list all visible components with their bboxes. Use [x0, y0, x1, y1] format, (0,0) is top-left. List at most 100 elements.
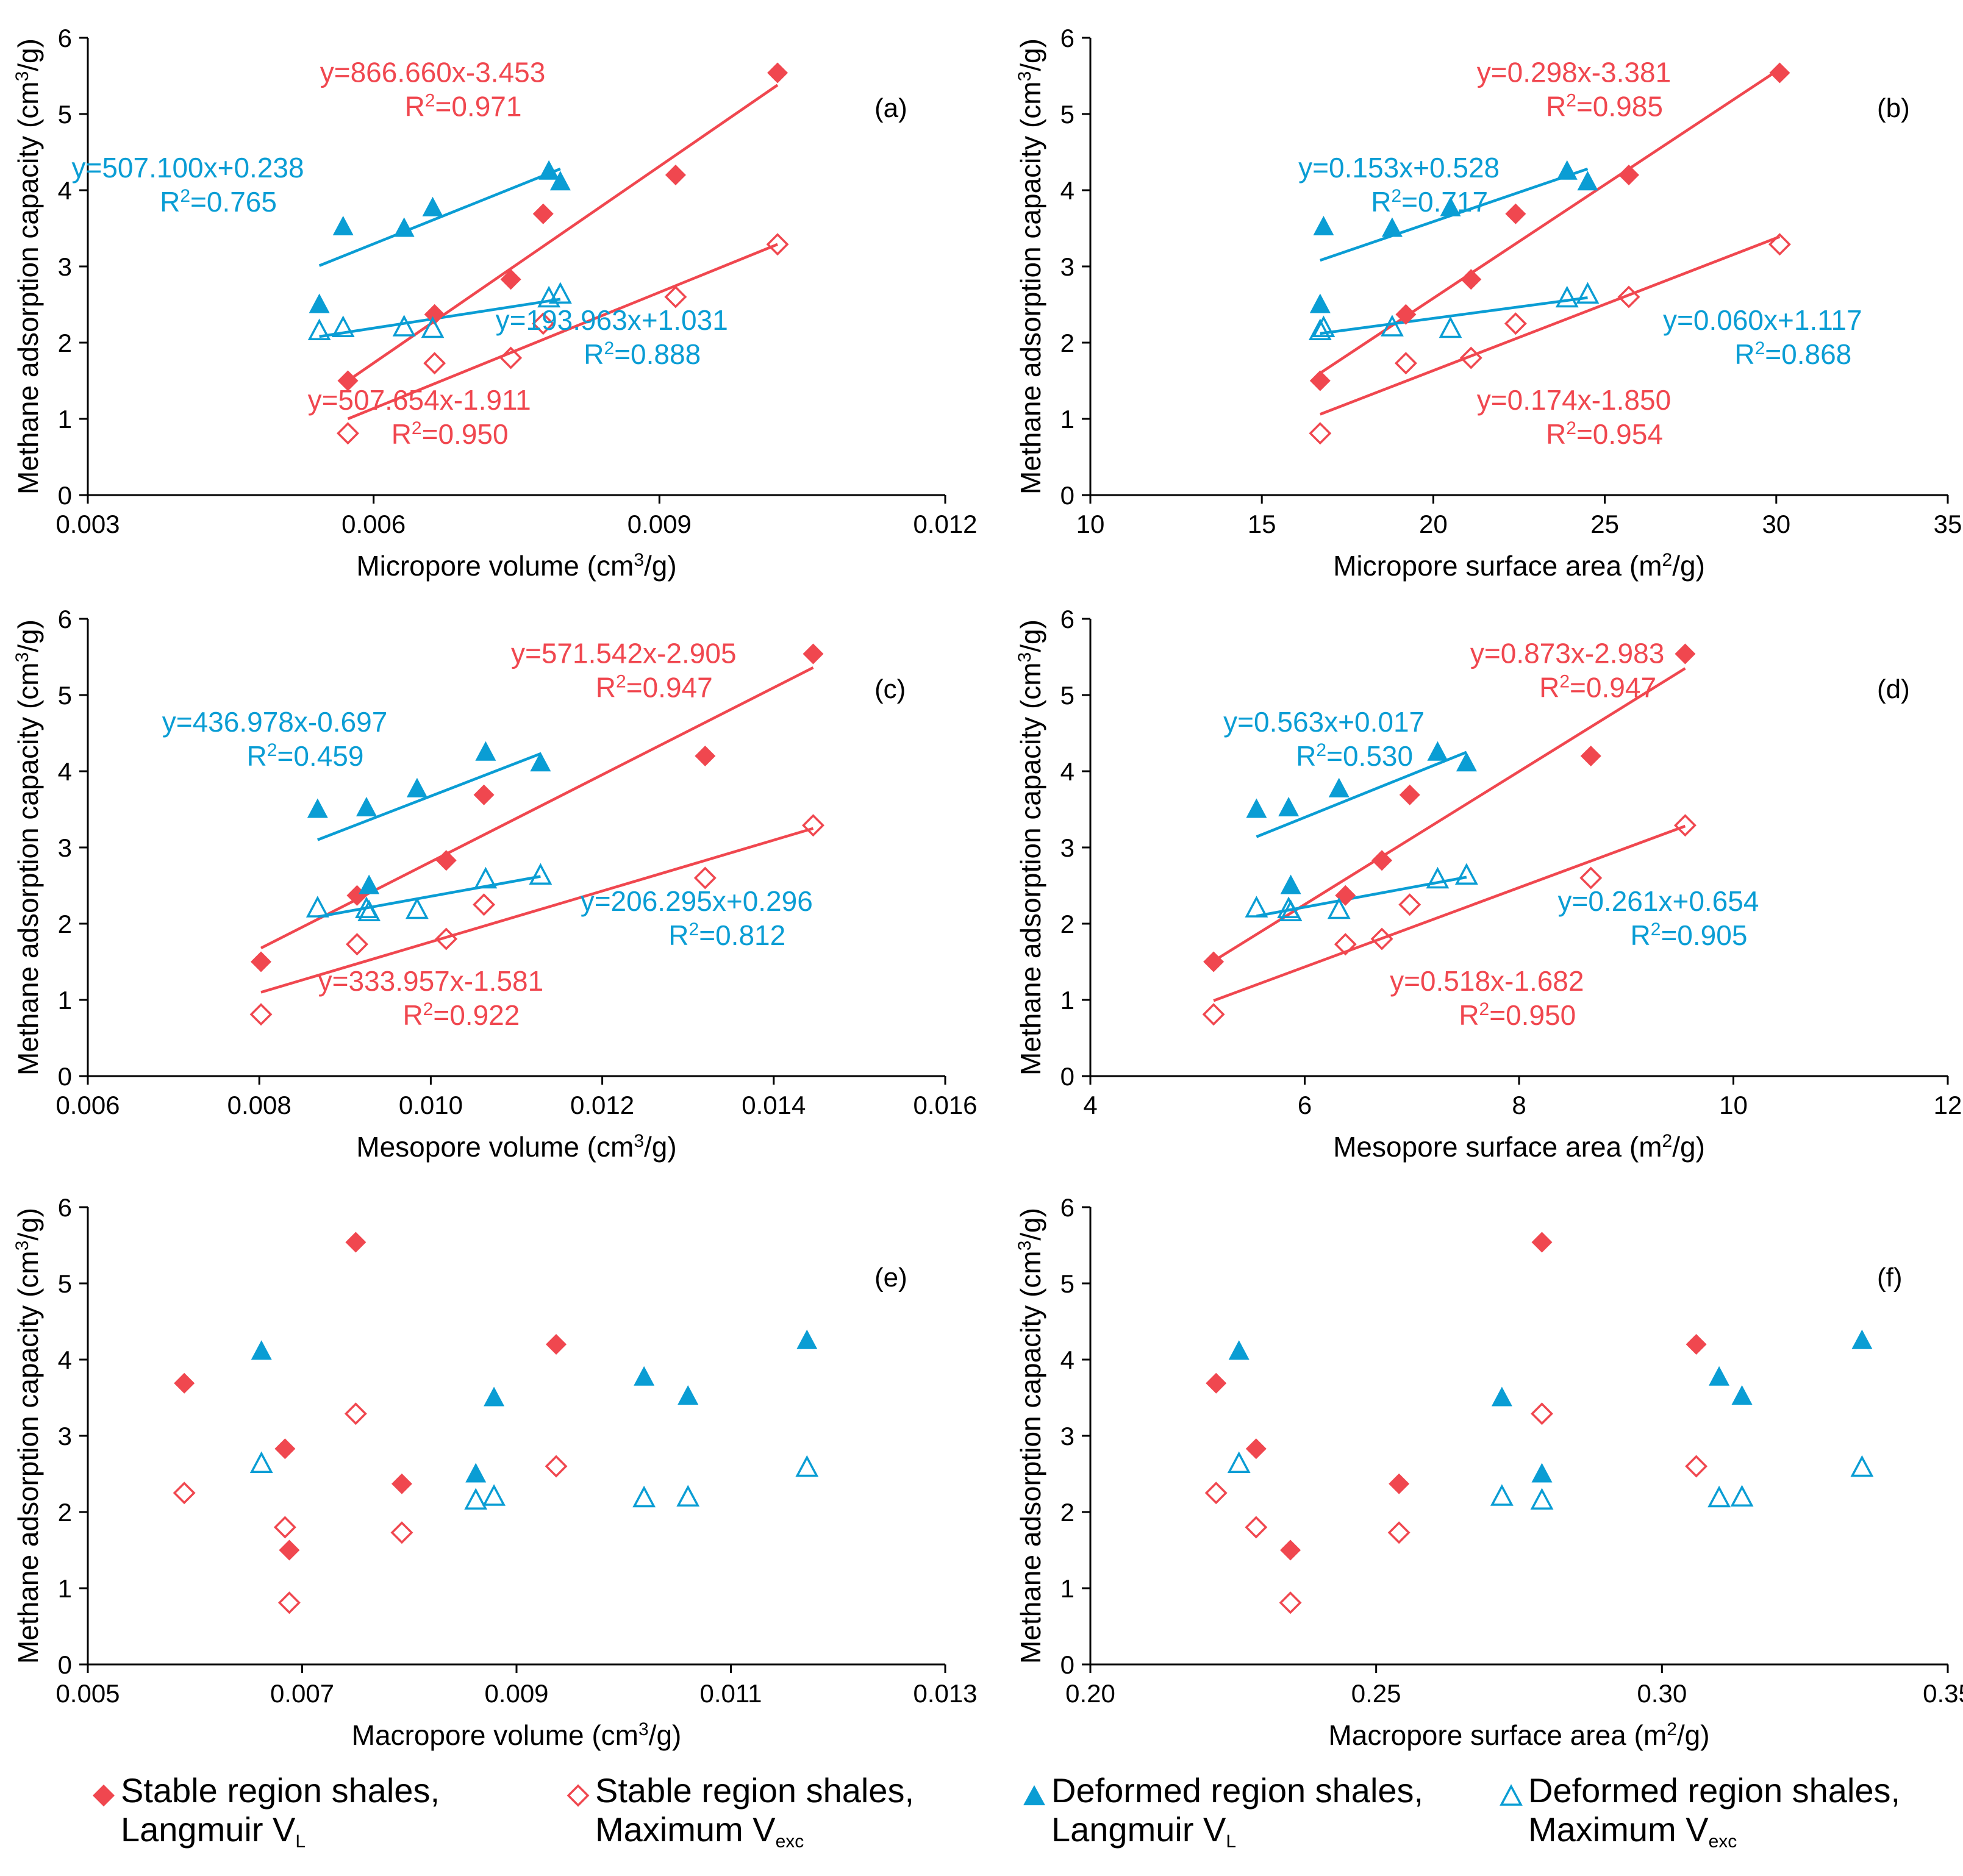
x-axis-title: Macropore volume (cm3/g) [352, 1719, 682, 1752]
data-point-open-triangle [1426, 866, 1450, 889]
data-point-filled-triangle [1556, 160, 1578, 180]
legend-label-line2: Maximum V [595, 1810, 776, 1849]
trendline-r-squared: R2=0.868 [1734, 338, 1851, 370]
data-point-filled-diamond [1399, 784, 1420, 805]
data-point-filled-diamond [1206, 1372, 1227, 1394]
data-point-filled-triangle [332, 216, 354, 235]
data-point-open-triangle [1312, 315, 1335, 337]
trendline-stableL [347, 84, 779, 382]
data-point-open-diamond [693, 866, 717, 890]
data-point-filled-triangle [1278, 797, 1300, 816]
data-point-open-diamond [337, 422, 359, 445]
trendline-equation: y=0.060x+1.117 [1663, 304, 1862, 336]
y-axis-title: Methane adsorption capacity (cm3/g) [1015, 38, 1047, 494]
y-tick-label: 5 [58, 681, 72, 710]
x-tick-label: 0.014 [742, 1091, 806, 1119]
data-point-open-diamond [532, 312, 555, 335]
data-point-filled-triangle [484, 1386, 505, 1407]
x-tick-label: 10 [1076, 510, 1105, 538]
y-tick-label: 2 [1060, 329, 1074, 357]
y-tick-label: 3 [58, 252, 72, 281]
legend-label-subscript: exc [1708, 1831, 1737, 1852]
legend-label-line1: Deformed region shales, [1051, 1771, 1424, 1810]
y-tick-label: 3 [58, 833, 72, 862]
data-point-filled-diamond [1389, 1473, 1410, 1494]
data-point-filled-diamond [1395, 304, 1417, 325]
legend-label-line1: Stable region shales, [595, 1771, 915, 1810]
data-point-open-diamond [1673, 814, 1697, 837]
trendline-deformedL [316, 752, 542, 841]
data-point-filled-diamond [695, 746, 716, 766]
data-point-open-diamond [1459, 346, 1482, 369]
data-point-open-triangle [1850, 1455, 1874, 1477]
trendline-r-squared: R2=0.459 [247, 740, 364, 772]
data-point-filled-diamond [532, 203, 554, 224]
data-point-open-triangle [1279, 899, 1303, 921]
chart-panel-c: 0 1 2 3 4 5 6 0.006 0.008 0.010 0.012 0.014 0.016 Mes… [12, 605, 978, 1163]
x-axis-title: Micropore volume (cm3/g) [356, 550, 676, 582]
data-point-open-diamond [1617, 285, 1640, 309]
panel-label: (a) [874, 93, 907, 123]
trendline-deformedM [317, 875, 541, 918]
y-tick-label: 4 [1060, 1346, 1074, 1374]
y-tick-label: 1 [58, 986, 72, 1015]
data-point-filled-diamond [424, 304, 445, 325]
data-point-open-diamond [346, 933, 368, 956]
y-tick-label: 6 [1060, 605, 1074, 633]
trendline-equation: y=0.518x-1.682 [1390, 965, 1584, 997]
data-point-open-triangle [357, 899, 381, 921]
y-tick-label: 0 [58, 1062, 72, 1091]
data-point-filled-triangle [393, 217, 415, 237]
y-axis-title: Methane adsorption capacity (cm3/g) [12, 619, 45, 1075]
x-tick-label: 15 [1248, 510, 1276, 538]
data-point-filled-diamond [1245, 1438, 1267, 1460]
data-point-open-diamond [473, 893, 496, 916]
trendline-equation: y=0.261x+0.654 [1557, 885, 1759, 917]
data-point-filled-diamond [1280, 1539, 1301, 1561]
data-point-open-diamond [1202, 1003, 1225, 1026]
data-point-filled-triangle [634, 1366, 655, 1386]
data-point-open-triangle [482, 1484, 506, 1506]
data-point-filled-diamond [337, 370, 359, 391]
trendline-r-squared: R2=0.717 [1371, 185, 1488, 218]
legend-label-line1: Deformed region shales, [1528, 1771, 1901, 1810]
data-point-filled-triangle [1709, 1366, 1730, 1386]
filled-diamond-marker-icon [93, 1785, 115, 1806]
data-point-open-triangle [1454, 863, 1478, 885]
y-tick-label: 6 [58, 24, 72, 52]
data-point-filled-triangle [549, 171, 571, 191]
data-point-open-triangle [474, 866, 498, 889]
legend: Stable region shales, Langmuir VL Stable… [0, 1771, 1963, 1876]
data-point-open-triangle [405, 897, 429, 919]
data-point-open-diamond [277, 1591, 301, 1614]
trendline-r-squared: R2=0.530 [1296, 740, 1413, 772]
x-tick-label: 0.006 [55, 1091, 120, 1119]
data-point-open-diamond [1531, 1402, 1553, 1425]
trendline-stableM [1213, 824, 1686, 1002]
data-point-filled-diamond [473, 784, 495, 805]
data-point-open-triangle [421, 316, 445, 338]
trendline-equation: y=436.978x-0.697 [162, 706, 388, 738]
data-point-open-triangle [1380, 315, 1404, 337]
panel-label: (d) [1877, 674, 1910, 704]
data-point-filled-triangle [530, 752, 551, 772]
data-point-open-diamond [1370, 927, 1393, 950]
trendline-equation: y=571.542x-2.905 [511, 638, 737, 669]
y-tick-label: 2 [58, 1498, 72, 1527]
data-point-filled-triangle [678, 1385, 699, 1405]
data-point-filled-triangle [251, 1340, 272, 1360]
data-point-open-triangle [529, 863, 552, 885]
y-tick-label: 0 [1060, 1062, 1074, 1091]
x-tick-label: 0.30 [1637, 1679, 1687, 1708]
trendline-equation: y=0.153x+0.528 [1298, 152, 1500, 184]
trendline-equation: y=507.100x+0.238 [71, 152, 304, 184]
data-point-filled-triangle [422, 196, 443, 216]
data-point-open-triangle [1576, 282, 1600, 304]
y-tick-label: 4 [1060, 176, 1074, 205]
trendline-deformedL [1256, 751, 1467, 838]
data-point-filled-diamond [803, 643, 824, 665]
x-tick-label: 0.005 [55, 1679, 120, 1708]
trendline-r-squared: R2=0.905 [1631, 919, 1748, 951]
data-point-filled-triangle [1381, 217, 1403, 237]
legend-label-subscript: L [1226, 1831, 1237, 1852]
